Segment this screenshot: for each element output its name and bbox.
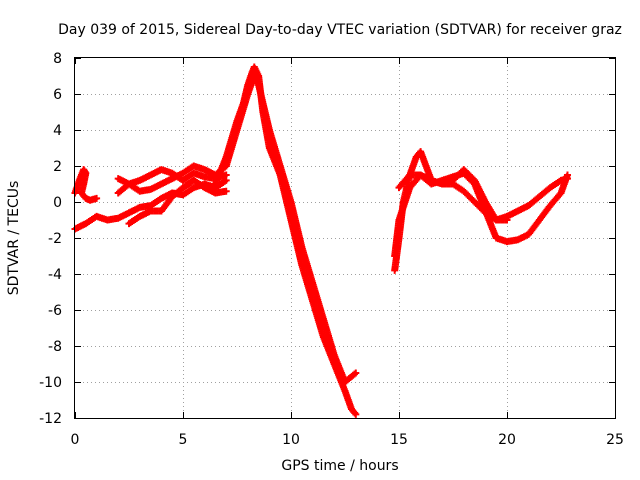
data-point	[503, 216, 511, 224]
x-axis-label: GPS time / hours	[281, 458, 398, 474]
plot-frame	[74, 57, 616, 419]
x-tick-label: 25	[606, 432, 624, 448]
chart-title: Day 039 of 2015, Sidereal Day-to-day VTE…	[58, 22, 622, 38]
series-arc-7	[222, 72, 360, 386]
y-tick-label: -8	[48, 339, 62, 355]
y-tick-label: 8	[53, 51, 62, 67]
data-point	[93, 194, 101, 202]
y-tick-label: -10	[39, 375, 62, 391]
data-markers	[71, 63, 571, 418]
series-arc-10	[395, 171, 511, 224]
x-tick-label: 5	[179, 432, 188, 448]
y-tick-label: 6	[53, 87, 62, 103]
y-tick-label: -6	[48, 303, 62, 319]
x-tick-labels: 0 5 10 15 20 25	[71, 432, 624, 448]
data-point	[563, 171, 571, 179]
y-tick-label: 2	[53, 159, 62, 175]
y-tick-label: -2	[48, 231, 62, 247]
y-tick-label: 4	[53, 123, 62, 139]
x-tick-label: 10	[282, 432, 300, 448]
data-point	[222, 187, 230, 195]
data-point	[352, 410, 360, 418]
series-arc-4	[125, 176, 230, 228]
data-point	[222, 171, 230, 179]
y-tick-label: -12	[39, 411, 62, 427]
y-axis-label: SDTVAR / TECUs	[6, 181, 22, 296]
x-tick-label: 0	[71, 432, 80, 448]
axis-ticks	[75, 58, 616, 419]
y-tick-labels: -12 -10 -8 -6 -4 -2 0 2 4 6 8	[39, 51, 62, 427]
x-tick-label: 15	[390, 432, 408, 448]
x-tick-label: 20	[498, 432, 516, 448]
y-tick-label: 0	[53, 195, 62, 211]
data-point	[352, 369, 360, 377]
y-tick-label: -4	[48, 267, 62, 283]
